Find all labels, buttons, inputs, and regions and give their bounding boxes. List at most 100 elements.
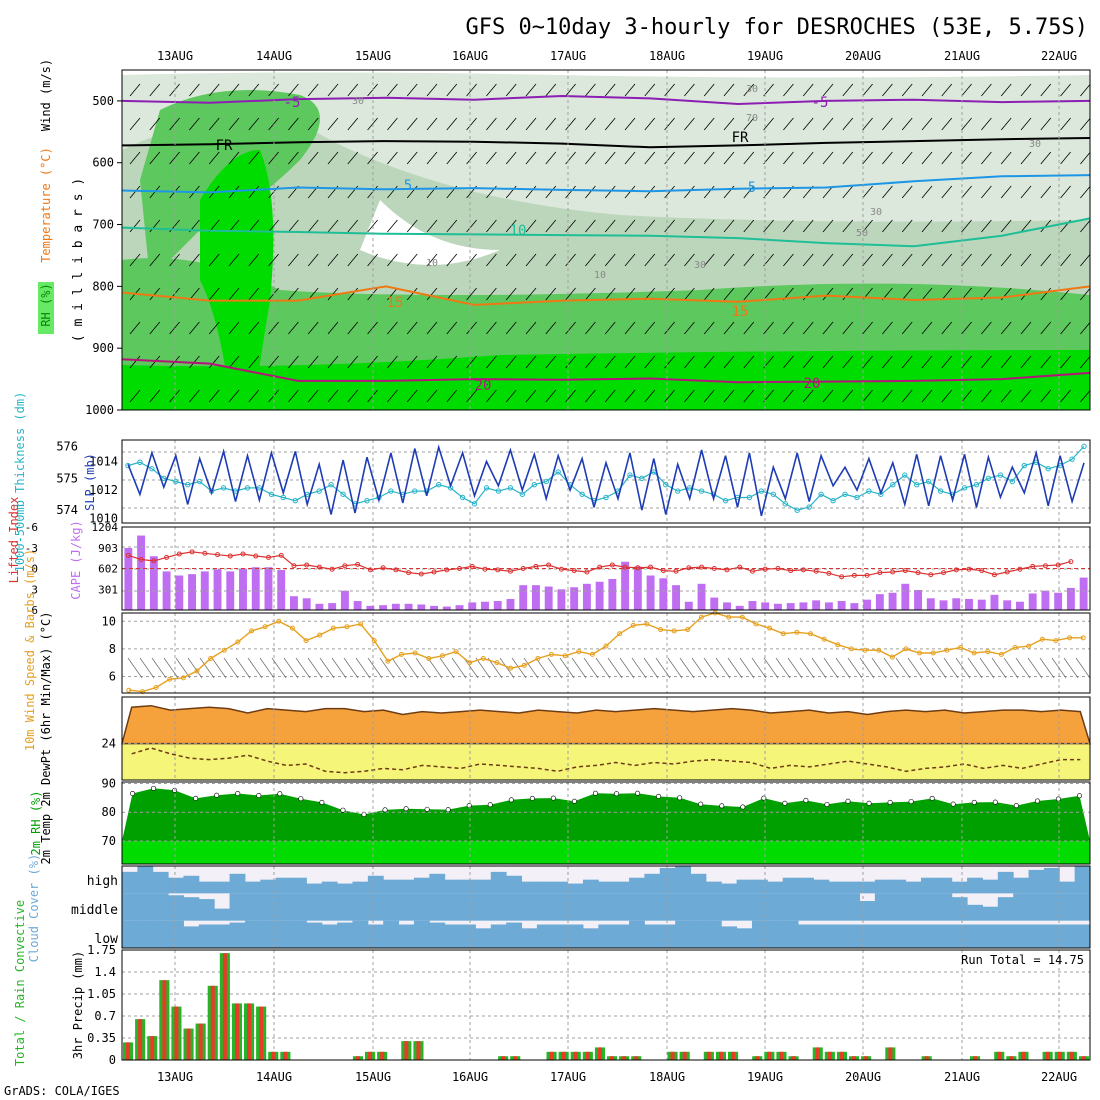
wind-barb [703,355,715,369]
wind-barb [981,219,992,233]
wind-speed-point [767,625,773,631]
li-point [597,564,603,570]
wind-barb [505,151,517,165]
wind-barb [624,355,636,369]
cloud-cell-high [905,881,922,894]
li-point [877,570,883,576]
rh2m-point [887,799,893,805]
cloud-cell-middle [967,904,983,921]
wind-barb-10m [139,657,155,679]
wind-barb [545,219,557,233]
wind-speed-point [1080,635,1086,641]
wind-speed-point [167,676,173,682]
wind-barb [901,185,913,199]
wind-barb [961,185,972,199]
wind-speed-point [139,689,145,695]
precip-conv-bar [718,1051,723,1060]
wind-barb-10m [715,657,731,679]
wind-barb [723,151,735,165]
wind-speed-point [249,628,255,634]
wind-speed-point [576,649,582,655]
cloud-cell-high [122,871,138,894]
contour-label-14: 30 [870,207,882,218]
wind-barb [367,151,378,165]
rh2m-tick-2: 90 [102,776,116,790]
wind-barb-10m [1039,657,1055,679]
wind-barb [981,355,992,369]
wind-barb [1080,389,1091,403]
li-point [660,568,666,574]
cloud-cell-high [951,881,968,894]
wind-barb-10m [403,657,419,679]
wind-barb [248,185,260,199]
precip-conv-bar [888,1047,893,1060]
wind-barb [901,355,913,369]
thickness-point [137,459,143,466]
precip-conv-bar [259,1006,264,1060]
li-point [991,572,997,578]
wind-barb [327,321,339,335]
wind-barb [763,321,774,335]
cloud-cell-low [659,924,676,948]
thickness-point [328,481,334,488]
wind-barb [1040,151,1052,165]
wind-barb [347,355,359,369]
cape-bar [1015,601,1024,610]
wind-barb [1000,117,1012,131]
li-point [928,572,934,578]
wind-barb [446,151,458,165]
cape-bar [926,598,935,610]
temp-area [121,704,1092,745]
wind-barb [525,389,537,403]
wind-barb [1000,185,1012,199]
wind-barb [288,117,299,131]
rh2m-point [845,798,851,804]
wind-barb [1080,355,1091,369]
date-label-bottom-7: 20AUG [845,1070,881,1084]
wind-barb [307,355,319,369]
wind-barb-10m [211,657,227,679]
cape-bar [519,585,528,610]
thickness-tick-1: 575 [56,471,78,485]
rh-ytick-label-3: 800 [92,279,114,293]
precip-conv-bar [1081,1056,1086,1060]
cloud-cell-low [137,920,154,948]
contour-label-15: 10 [426,258,438,269]
precip-conv-bar [513,1056,518,1060]
wind-barb [921,185,933,199]
wind-barb [684,321,695,335]
li-point [495,567,501,573]
wind-barb [1000,389,1012,403]
wind-barb [525,151,537,165]
thickness-point [842,491,848,497]
rh2m-point [1034,798,1040,804]
thickness-point [435,481,442,488]
li-point [711,566,717,571]
wind-barb [842,83,854,97]
li-point [406,570,412,576]
cloud-cell-high [1074,866,1091,894]
cloud-cell-low [475,928,492,948]
wind-barb [228,321,240,335]
wind-barb [723,287,735,301]
wind-barb [228,219,240,233]
cloud-cell-high [490,871,507,894]
cloud-cell-low [122,920,138,948]
li-point [482,566,488,572]
wind-barb-10m [895,657,911,679]
li-point [800,567,806,573]
date-label-top-3: 16AUG [452,49,488,63]
wind-barb [921,219,933,233]
wind-barb [565,117,576,131]
wind-barb [882,321,893,335]
cloud-cell-low [229,922,246,948]
cloud-cell-low [1013,924,1030,948]
wind-barb [446,253,458,267]
wind-barb [664,389,675,403]
cloud-cell-high [582,879,599,894]
cape-bar [340,590,349,610]
li-point [953,567,959,573]
cape-bar [799,602,808,610]
wind-barb [783,389,794,403]
